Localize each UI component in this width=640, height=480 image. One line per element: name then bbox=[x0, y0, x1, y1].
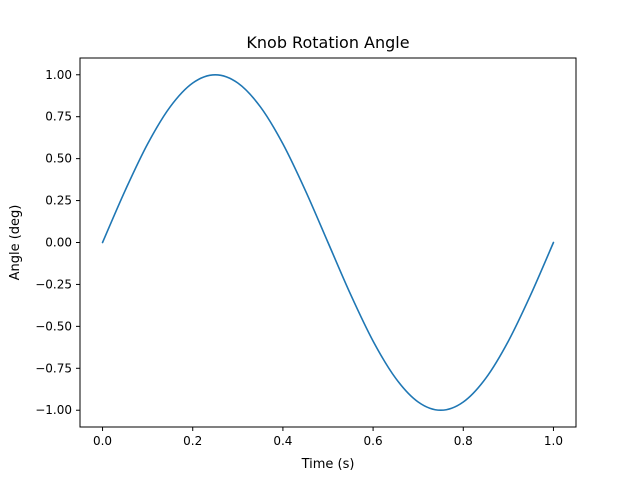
x-tick-label: 0.6 bbox=[364, 434, 383, 448]
x-tick-label: 0.8 bbox=[454, 434, 473, 448]
y-tick-label: 1.00 bbox=[45, 68, 72, 82]
y-tick-label: −0.25 bbox=[35, 277, 72, 291]
y-tick-label: −0.75 bbox=[35, 361, 72, 375]
plot-layer bbox=[101, 73, 555, 412]
chart-title: Knob Rotation Angle bbox=[246, 33, 409, 52]
y-axis-label: Angle (deg) bbox=[8, 205, 23, 281]
y-tick-label: 0.75 bbox=[45, 110, 72, 124]
x-tick-label: 0.4 bbox=[273, 434, 292, 448]
y-tick-label: −0.50 bbox=[35, 319, 72, 333]
y-tick-label: 0.00 bbox=[45, 236, 72, 250]
y-tick-label: −1.00 bbox=[35, 403, 72, 417]
y-tick-label: 0.25 bbox=[45, 194, 72, 208]
y-tick-label: 0.50 bbox=[45, 152, 72, 166]
x-axis-label: Time (s) bbox=[301, 457, 355, 472]
y-axis-ticks: 1.00 0.75 0.50 0.25 0.00 −0.25 −0.50 −0.75 −1.00 bbox=[35, 68, 80, 417]
x-tick-label: 0.2 bbox=[183, 434, 202, 448]
x-tick-label: 1.0 bbox=[544, 434, 563, 448]
x-tick-label: 0.0 bbox=[93, 434, 112, 448]
x-axis-ticks: 0.0 0.2 0.4 0.6 0.8 1.0 bbox=[93, 427, 563, 448]
series-line bbox=[101, 73, 555, 412]
